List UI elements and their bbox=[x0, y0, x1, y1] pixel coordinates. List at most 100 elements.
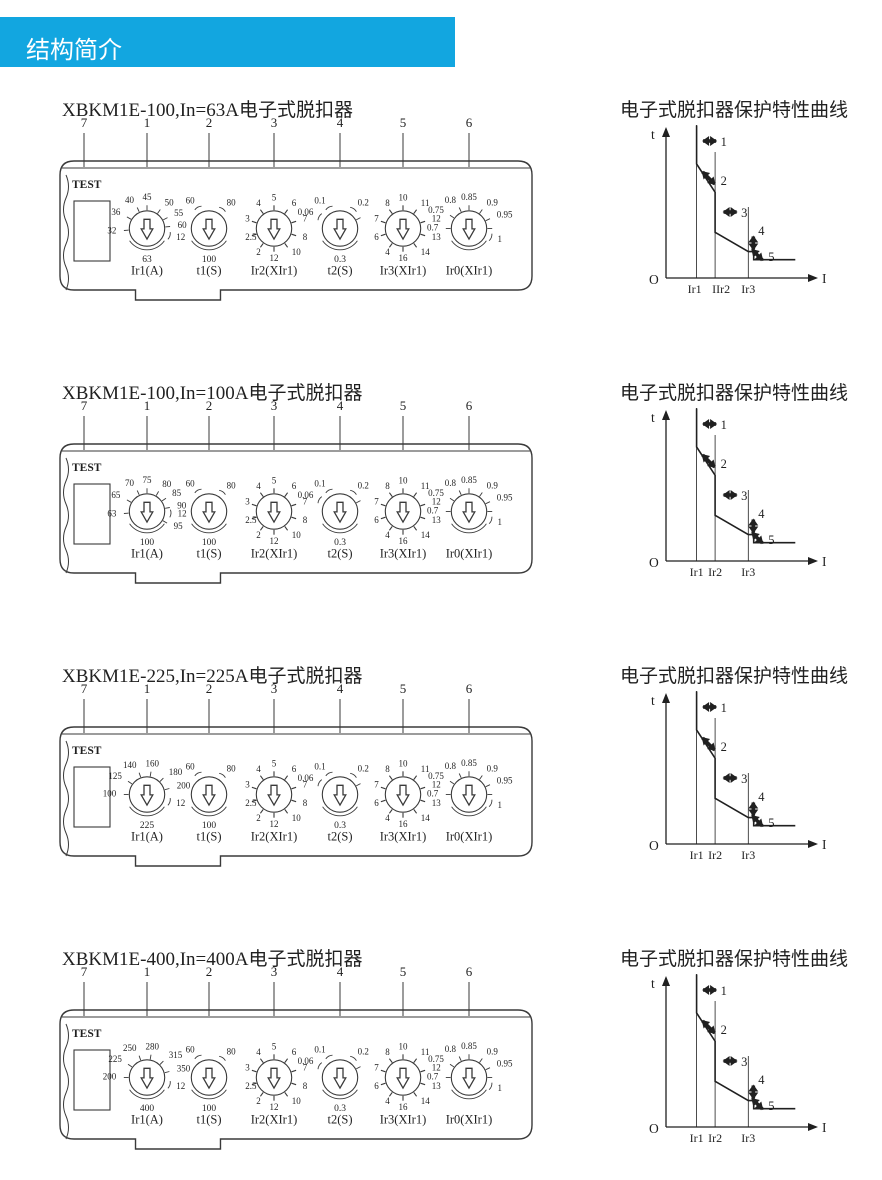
svg-text:O: O bbox=[649, 272, 659, 287]
svg-text:5: 5 bbox=[768, 533, 774, 547]
svg-text:4: 4 bbox=[385, 247, 390, 257]
svg-text:Ir1(A): Ir1(A) bbox=[131, 264, 163, 278]
svg-text:t1(S): t1(S) bbox=[197, 830, 222, 844]
svg-text:t1(S): t1(S) bbox=[197, 547, 222, 561]
svg-text:5: 5 bbox=[768, 816, 774, 830]
svg-text:1: 1 bbox=[498, 1083, 503, 1093]
svg-text:t2(S): t2(S) bbox=[328, 830, 353, 844]
svg-text:12: 12 bbox=[270, 253, 279, 263]
svg-text:t2(S): t2(S) bbox=[328, 264, 353, 278]
svg-text:0.9: 0.9 bbox=[487, 480, 499, 490]
svg-text:0.7: 0.7 bbox=[427, 223, 439, 233]
svg-text:3: 3 bbox=[245, 779, 250, 789]
svg-text:4: 4 bbox=[337, 115, 344, 130]
svg-text:12: 12 bbox=[270, 819, 279, 829]
svg-text:0.2: 0.2 bbox=[358, 480, 369, 490]
svg-text:0.75: 0.75 bbox=[428, 488, 444, 498]
svg-text:6: 6 bbox=[466, 398, 473, 413]
svg-text:12: 12 bbox=[176, 1081, 185, 1091]
svg-text:80: 80 bbox=[227, 480, 237, 490]
svg-text:32: 32 bbox=[107, 225, 116, 235]
svg-text:Ir1: Ir1 bbox=[690, 848, 704, 862]
svg-text:7: 7 bbox=[374, 496, 379, 506]
svg-text:Ir3: Ir3 bbox=[741, 848, 755, 862]
svg-text:4: 4 bbox=[758, 224, 765, 238]
svg-text:1: 1 bbox=[721, 984, 727, 998]
svg-text:250: 250 bbox=[123, 1043, 137, 1053]
svg-text:5: 5 bbox=[400, 681, 407, 696]
svg-text:5: 5 bbox=[768, 1099, 774, 1113]
svg-text:63: 63 bbox=[107, 508, 117, 518]
svg-text:3: 3 bbox=[271, 964, 278, 979]
svg-text:2: 2 bbox=[256, 1096, 261, 1106]
svg-text:10: 10 bbox=[292, 247, 302, 257]
svg-text:13: 13 bbox=[432, 515, 442, 525]
svg-text:3: 3 bbox=[741, 772, 747, 786]
svg-text:3: 3 bbox=[741, 1055, 747, 1069]
svg-text:60: 60 bbox=[186, 478, 196, 488]
svg-text:6: 6 bbox=[374, 515, 379, 525]
svg-text:6: 6 bbox=[292, 764, 297, 774]
svg-text:180: 180 bbox=[169, 767, 183, 777]
svg-text:16: 16 bbox=[399, 819, 409, 829]
svg-text:O: O bbox=[649, 838, 659, 853]
svg-text:40: 40 bbox=[125, 195, 135, 205]
svg-text:7: 7 bbox=[374, 1062, 379, 1072]
svg-text:t2(S): t2(S) bbox=[328, 1113, 353, 1127]
svg-text:0.1: 0.1 bbox=[314, 761, 325, 771]
svg-text:I: I bbox=[822, 271, 827, 286]
svg-text:10: 10 bbox=[399, 475, 409, 485]
svg-text:6: 6 bbox=[374, 798, 379, 808]
svg-text:200: 200 bbox=[103, 1072, 117, 1082]
svg-text:0.06: 0.06 bbox=[298, 1056, 314, 1066]
svg-text:3: 3 bbox=[245, 1062, 250, 1072]
svg-text:100: 100 bbox=[103, 789, 117, 799]
svg-text:Ir2(XIr1): Ir2(XIr1) bbox=[251, 1113, 298, 1127]
svg-text:4: 4 bbox=[758, 1073, 765, 1087]
svg-text:t1(S): t1(S) bbox=[197, 264, 222, 278]
svg-text:Ir3(XIr1): Ir3(XIr1) bbox=[380, 547, 427, 561]
svg-text:Ir2: Ir2 bbox=[708, 565, 722, 579]
svg-text:10: 10 bbox=[292, 813, 302, 823]
svg-text:5: 5 bbox=[400, 115, 407, 130]
svg-text:12: 12 bbox=[176, 798, 185, 808]
svg-text:10: 10 bbox=[399, 758, 409, 768]
svg-text:8: 8 bbox=[385, 481, 390, 491]
svg-text:0.8: 0.8 bbox=[445, 761, 457, 771]
svg-text:70: 70 bbox=[125, 478, 135, 488]
svg-text:TEST: TEST bbox=[72, 462, 102, 474]
svg-text:8: 8 bbox=[385, 764, 390, 774]
svg-text:45: 45 bbox=[143, 192, 153, 202]
svg-text:3: 3 bbox=[741, 206, 747, 220]
svg-text:1: 1 bbox=[498, 234, 503, 244]
svg-text:0.9: 0.9 bbox=[487, 763, 499, 773]
svg-text:O: O bbox=[649, 555, 659, 570]
svg-text:14: 14 bbox=[421, 247, 431, 257]
svg-text:0.7: 0.7 bbox=[427, 789, 439, 799]
svg-text:2.5: 2.5 bbox=[245, 232, 257, 242]
svg-text:8: 8 bbox=[303, 1081, 308, 1091]
svg-text:0.75: 0.75 bbox=[428, 205, 444, 215]
svg-text:8: 8 bbox=[385, 1047, 390, 1057]
svg-text:6: 6 bbox=[292, 1047, 297, 1057]
svg-text:4: 4 bbox=[385, 813, 390, 823]
svg-text:0.06: 0.06 bbox=[298, 773, 314, 783]
svg-text:225: 225 bbox=[108, 1054, 122, 1064]
svg-text:0.75: 0.75 bbox=[428, 1054, 444, 1064]
svg-text:6: 6 bbox=[466, 115, 473, 130]
svg-text:t: t bbox=[651, 410, 655, 425]
svg-text:4: 4 bbox=[337, 681, 344, 696]
svg-text:2.5: 2.5 bbox=[245, 1081, 257, 1091]
svg-text:Ir2: Ir2 bbox=[708, 848, 722, 862]
svg-text:0.2: 0.2 bbox=[358, 1046, 369, 1056]
svg-text:6: 6 bbox=[374, 1081, 379, 1091]
svg-text:3: 3 bbox=[271, 681, 278, 696]
svg-text:85: 85 bbox=[172, 488, 182, 498]
svg-text:2: 2 bbox=[721, 740, 727, 754]
svg-text:8: 8 bbox=[385, 198, 390, 208]
svg-text:t: t bbox=[651, 127, 655, 142]
svg-text:4: 4 bbox=[256, 764, 261, 774]
svg-text:t2(S): t2(S) bbox=[328, 547, 353, 561]
svg-text:Ir3(XIr1): Ir3(XIr1) bbox=[380, 1113, 427, 1127]
svg-text:0.85: 0.85 bbox=[461, 758, 477, 768]
